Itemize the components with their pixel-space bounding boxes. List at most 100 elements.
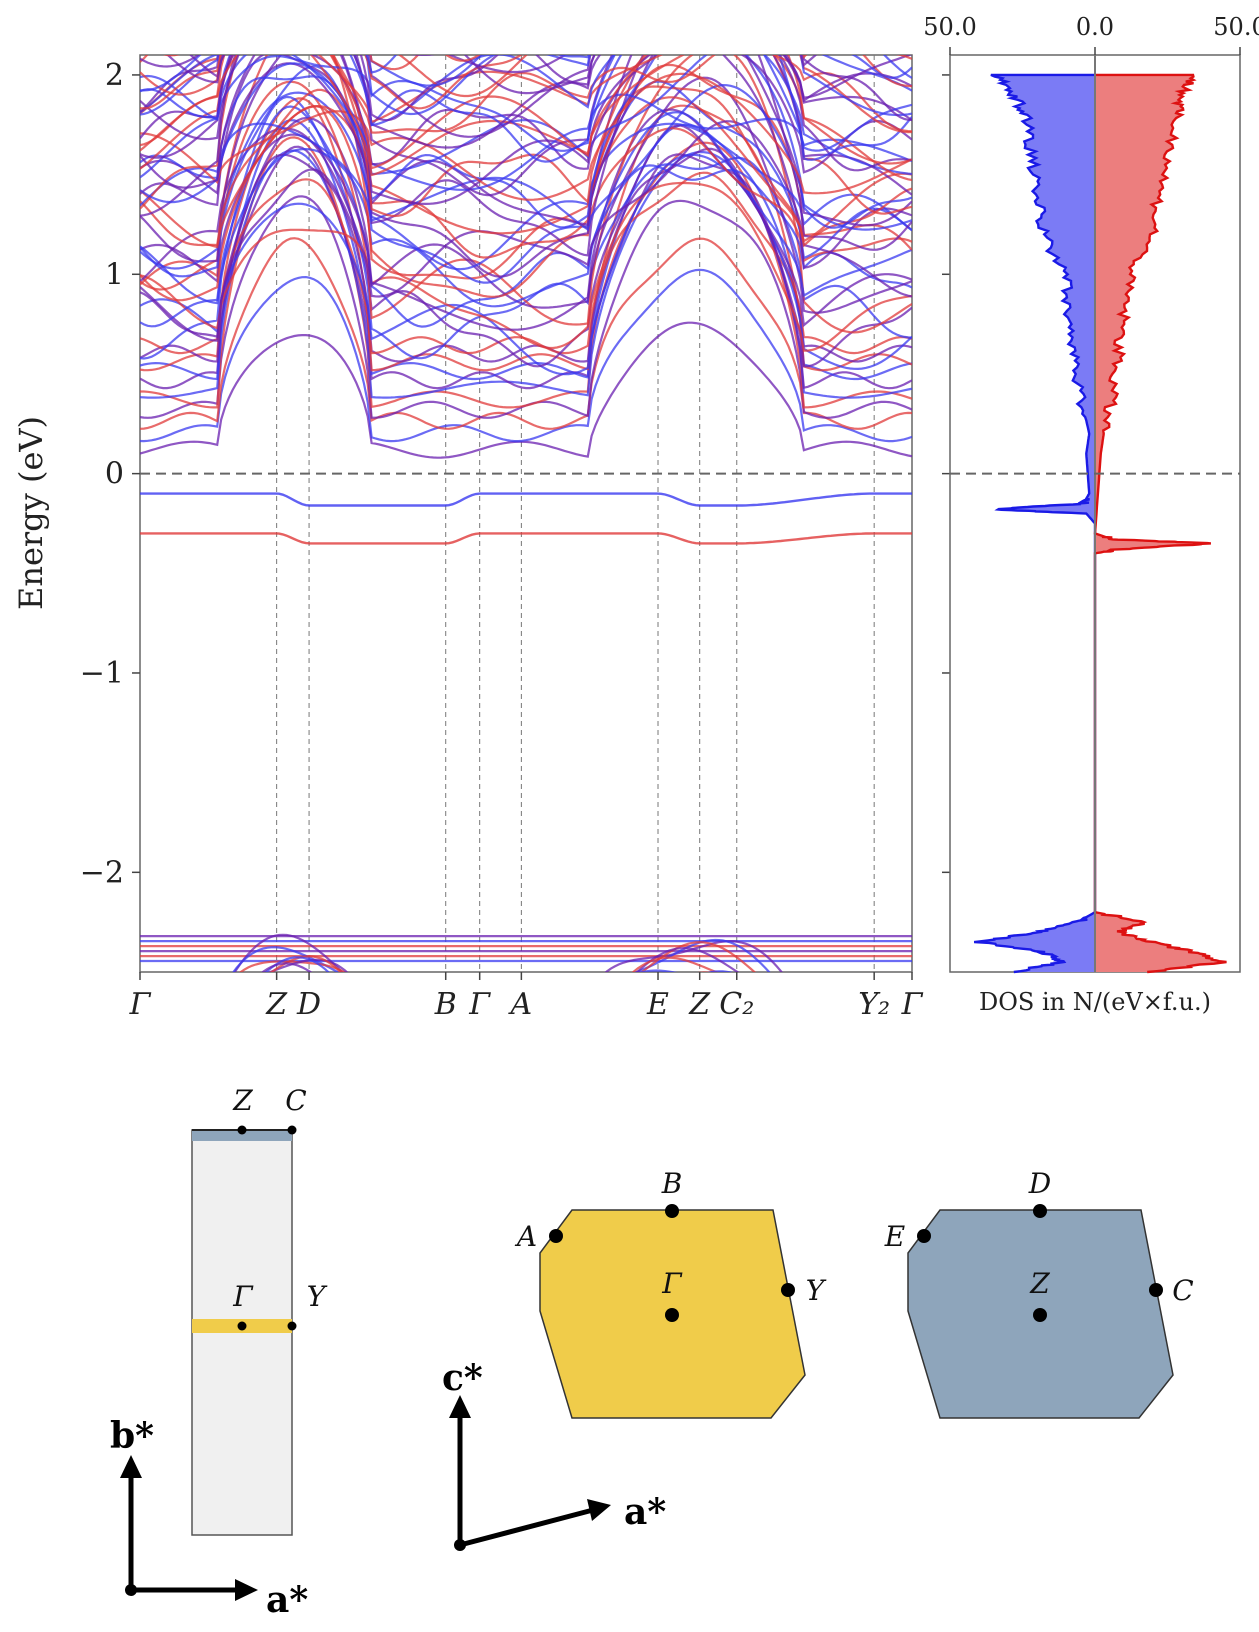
band-line bbox=[140, 1037, 912, 1127]
band-lines bbox=[140, 0, 912, 1127]
band-line bbox=[140, 108, 912, 342]
band-line bbox=[140, 492, 912, 507]
a-star-label-left: a* bbox=[266, 1579, 308, 1621]
band-line bbox=[140, 55, 912, 227]
e-label: E bbox=[884, 1220, 905, 1253]
gamma-label: Γ bbox=[232, 1280, 254, 1313]
kpoint-label: Z bbox=[265, 987, 288, 1022]
c-plane-point bbox=[1149, 1283, 1163, 1297]
energy-tick-label: −1 bbox=[80, 656, 124, 691]
band-line bbox=[140, 55, 912, 172]
band-line bbox=[264, 956, 678, 972]
gamma-point bbox=[237, 1321, 247, 1331]
energy-tick-label: −2 bbox=[80, 855, 124, 890]
kpoint-label: Γ bbox=[129, 987, 152, 1022]
band-line bbox=[140, 1022, 912, 1112]
band-line bbox=[140, 55, 912, 197]
kpoint-label: Γ bbox=[901, 987, 924, 1022]
dos-panel: 50.0 0.0 50.0 DOS in N/(eV×f.u.) bbox=[923, 13, 1259, 1016]
y-plane-point bbox=[781, 1283, 795, 1297]
band-line bbox=[140, 62, 912, 204]
band-line bbox=[140, 72, 912, 201]
a-label: A bbox=[514, 1220, 537, 1253]
energy-axis-ticks: 2 1 0 −1 −2 bbox=[80, 58, 950, 890]
y-label: Y bbox=[307, 1280, 328, 1313]
a-point bbox=[549, 1229, 563, 1243]
band-line bbox=[140, 321, 912, 459]
kpoint-label: Y₂ bbox=[858, 987, 890, 1022]
kpoint-label: Z bbox=[688, 987, 711, 1022]
origin-mid bbox=[454, 1539, 466, 1551]
band-line bbox=[140, 268, 912, 443]
a-star-label-mid: a* bbox=[624, 1491, 666, 1533]
dos-line bbox=[1093, 73, 1227, 974]
band-line bbox=[232, 938, 771, 972]
b-point bbox=[665, 1204, 679, 1218]
band-line bbox=[140, 96, 912, 249]
dos-curves bbox=[973, 73, 1227, 974]
c-plane-label: C bbox=[1172, 1274, 1193, 1307]
gamma-plane-point bbox=[665, 1308, 679, 1322]
band-line bbox=[140, 55, 912, 159]
band-line bbox=[140, 55, 912, 134]
dos-axis-title: DOS in N/(eV×f.u.) bbox=[979, 988, 1211, 1016]
band-line bbox=[140, 55, 808, 98]
band-line bbox=[140, 0, 912, 54]
band-line bbox=[140, 55, 912, 334]
energy-tick-label: 2 bbox=[105, 58, 124, 93]
a-star-arrowhead-left bbox=[235, 1579, 258, 1601]
band-line bbox=[140, 532, 912, 545]
z-point bbox=[237, 1125, 247, 1135]
e-point bbox=[917, 1229, 931, 1243]
band-line bbox=[140, 153, 912, 376]
energy-tick-label: 1 bbox=[105, 257, 124, 292]
band-line bbox=[140, 1034, 912, 1122]
band-line bbox=[140, 76, 912, 314]
bz-z-plane: D E Z C bbox=[884, 1167, 1194, 1419]
dos-line bbox=[973, 73, 1097, 974]
kpoint-label: E bbox=[646, 987, 669, 1022]
band-line bbox=[233, 933, 783, 972]
band-line bbox=[140, 55, 912, 127]
band-line bbox=[140, 55, 912, 152]
band-line bbox=[166, 55, 818, 84]
dos-fill bbox=[974, 74, 1095, 972]
d-point bbox=[1033, 1204, 1047, 1218]
band-line bbox=[140, 55, 912, 291]
kpath-separators bbox=[139, 55, 913, 980]
kpoint-labels: Γ Z D B Γ A E Z C₂ Y₂ Γ bbox=[129, 987, 924, 1022]
d-label: D bbox=[1028, 1167, 1051, 1200]
kpoint-label: D bbox=[296, 987, 321, 1022]
z-plane-point bbox=[1033, 1308, 1047, 1322]
bz-top-band bbox=[192, 1130, 292, 1141]
band-line bbox=[189, 55, 912, 99]
energy-tick-label: 0 bbox=[105, 457, 124, 492]
dos-top-tick-label: 50.0 bbox=[1213, 13, 1259, 41]
c-star-arrowhead bbox=[449, 1395, 471, 1418]
b-label: B bbox=[661, 1167, 683, 1200]
kpoint-label: A bbox=[508, 987, 533, 1022]
kpoint-label: B bbox=[434, 987, 457, 1022]
band-line bbox=[140, 1019, 912, 1107]
band-plot-frame bbox=[139, 54, 913, 973]
origin-left bbox=[125, 1584, 137, 1596]
band-line bbox=[140, 1015, 912, 1102]
band-line bbox=[140, 181, 912, 352]
band-line bbox=[140, 111, 912, 308]
band-line bbox=[140, 55, 912, 217]
dos-top-tick-label: 50.0 bbox=[923, 13, 976, 41]
z-plane-label: Z bbox=[1029, 1267, 1050, 1300]
band-line bbox=[140, 55, 912, 147]
b-star-arrowhead bbox=[120, 1455, 142, 1478]
band-line bbox=[140, 1030, 912, 1116]
y-plane-label: Y bbox=[806, 1274, 827, 1307]
band-structure-panel: 210−1−2 Γ Z D B Γ A E Z C₂ Y₂ Γ Energy (eV) bbox=[12, 0, 950, 1127]
band-line bbox=[261, 962, 313, 972]
kpoint-label: C₂ bbox=[719, 987, 754, 1022]
y-point bbox=[287, 1321, 297, 1331]
bz-gamma-plane: B A Γ Y c* a* bbox=[442, 1167, 827, 1551]
energy-axis-title: Energy (eV) bbox=[12, 416, 50, 610]
band-line bbox=[238, 941, 757, 972]
b-star-label: b* bbox=[110, 1415, 154, 1457]
